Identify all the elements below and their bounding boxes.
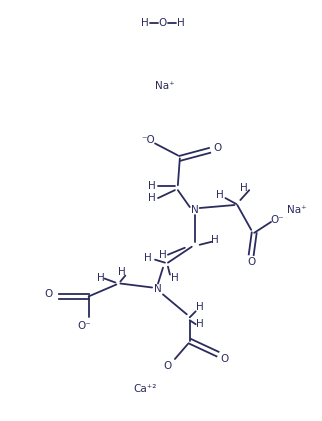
Text: H: H — [241, 183, 248, 193]
Text: ⁻O: ⁻O — [141, 136, 155, 146]
Text: H: H — [141, 18, 149, 28]
Text: O⁻: O⁻ — [78, 321, 91, 331]
Text: O: O — [164, 361, 172, 371]
Text: O: O — [45, 290, 53, 299]
Text: H: H — [196, 319, 204, 329]
Text: N: N — [154, 285, 162, 294]
Text: Na⁺: Na⁺ — [287, 205, 307, 215]
Text: Ca⁺²: Ca⁺² — [133, 384, 157, 394]
Text: O: O — [159, 18, 167, 28]
Text: N: N — [191, 205, 199, 215]
Text: O⁻: O⁻ — [270, 215, 284, 225]
Text: O: O — [247, 257, 255, 266]
Text: H: H — [144, 253, 152, 263]
Text: O: O — [220, 354, 229, 364]
Text: H: H — [211, 235, 218, 245]
Text: H: H — [159, 250, 167, 260]
Text: H: H — [118, 266, 126, 277]
Text: H: H — [177, 18, 185, 28]
Text: Na⁺: Na⁺ — [155, 81, 175, 91]
Text: H: H — [171, 272, 179, 282]
Text: H: H — [148, 181, 156, 191]
Text: O: O — [213, 144, 222, 153]
Text: H: H — [196, 302, 204, 312]
Text: H: H — [148, 193, 156, 203]
Text: H: H — [216, 190, 223, 200]
Text: H: H — [97, 272, 104, 282]
